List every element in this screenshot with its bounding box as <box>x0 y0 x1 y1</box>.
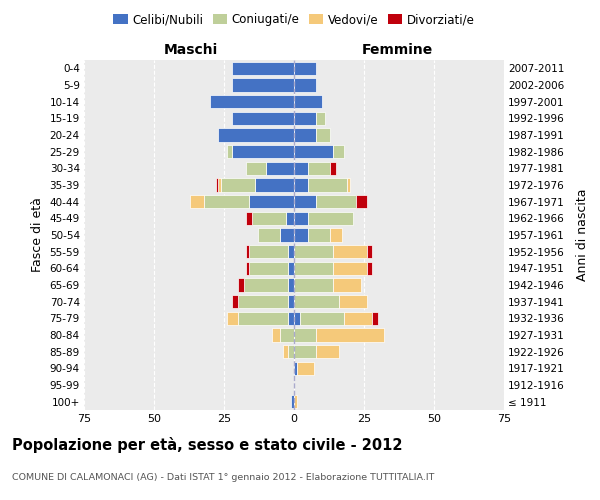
Bar <box>294 178 308 192</box>
Bar <box>294 228 308 241</box>
Bar <box>289 295 294 308</box>
Bar <box>291 395 294 408</box>
Bar <box>249 195 294 208</box>
Bar <box>294 245 333 258</box>
Text: Femmine: Femmine <box>362 42 433 56</box>
Bar <box>255 178 294 192</box>
Bar <box>294 312 299 325</box>
Bar <box>339 295 367 308</box>
Y-axis label: Anni di nascita: Anni di nascita <box>576 188 589 281</box>
Bar <box>316 195 356 208</box>
Bar <box>308 162 331 175</box>
Bar <box>283 345 289 358</box>
Bar <box>367 262 373 275</box>
Bar <box>331 228 341 241</box>
Bar <box>221 178 255 192</box>
Bar <box>308 178 347 192</box>
Bar <box>294 195 316 208</box>
Text: Popolazione per età, sesso e stato civile - 2012: Popolazione per età, sesso e stato civil… <box>12 437 403 453</box>
Bar <box>294 395 297 408</box>
Bar <box>294 128 316 141</box>
Bar <box>238 312 289 325</box>
Bar <box>333 245 367 258</box>
Bar <box>294 112 316 125</box>
Bar <box>289 345 294 358</box>
Bar <box>316 112 325 125</box>
Bar <box>294 278 333 291</box>
Bar <box>190 195 205 208</box>
Bar <box>238 295 289 308</box>
Bar <box>316 128 331 141</box>
Legend: Celibi/Nubili, Coniugati/e, Vedovi/e, Divorziati/e: Celibi/Nubili, Coniugati/e, Vedovi/e, Di… <box>109 8 479 31</box>
Bar <box>272 328 280 342</box>
Bar <box>294 95 322 108</box>
Bar <box>294 78 316 92</box>
Bar <box>294 145 333 158</box>
Bar <box>232 112 294 125</box>
Bar <box>294 262 333 275</box>
Bar <box>316 328 383 342</box>
Bar <box>367 245 373 258</box>
Bar <box>249 245 289 258</box>
Bar <box>218 178 221 192</box>
Bar <box>294 212 308 225</box>
Bar <box>232 295 238 308</box>
Bar <box>316 345 339 358</box>
Bar <box>347 178 350 192</box>
Bar <box>247 162 266 175</box>
Text: Maschi: Maschi <box>163 42 218 56</box>
Bar <box>289 262 294 275</box>
Bar <box>294 328 316 342</box>
Bar <box>333 278 361 291</box>
Bar <box>308 212 353 225</box>
Bar <box>238 278 244 291</box>
Bar <box>294 162 308 175</box>
Bar <box>232 78 294 92</box>
Bar <box>333 262 367 275</box>
Bar <box>373 312 378 325</box>
Bar <box>294 295 339 308</box>
Bar <box>227 312 238 325</box>
Bar <box>215 178 218 192</box>
Bar <box>294 345 316 358</box>
Bar <box>218 128 294 141</box>
Bar <box>286 212 294 225</box>
Bar <box>331 162 336 175</box>
Bar <box>247 212 252 225</box>
Bar <box>252 212 286 225</box>
Bar <box>232 145 294 158</box>
Bar <box>232 62 294 75</box>
Bar <box>247 245 249 258</box>
Bar <box>227 145 232 158</box>
Bar <box>244 278 289 291</box>
Bar <box>297 362 314 375</box>
Bar <box>210 95 294 108</box>
Y-axis label: Fasce di età: Fasce di età <box>31 198 44 272</box>
Bar <box>308 228 331 241</box>
Bar <box>289 278 294 291</box>
Bar <box>280 328 294 342</box>
Bar <box>356 195 367 208</box>
Bar <box>289 312 294 325</box>
Bar <box>247 262 249 275</box>
Bar <box>266 162 294 175</box>
Bar <box>333 145 344 158</box>
Bar <box>280 228 294 241</box>
Bar <box>299 312 344 325</box>
Bar <box>289 245 294 258</box>
Bar <box>344 312 373 325</box>
Bar <box>294 362 297 375</box>
Bar <box>249 262 289 275</box>
Bar <box>294 62 316 75</box>
Bar <box>205 195 249 208</box>
Text: COMUNE DI CALAMONACI (AG) - Dati ISTAT 1° gennaio 2012 - Elaborazione TUTTITALIA: COMUNE DI CALAMONACI (AG) - Dati ISTAT 1… <box>12 473 434 482</box>
Bar <box>257 228 280 241</box>
